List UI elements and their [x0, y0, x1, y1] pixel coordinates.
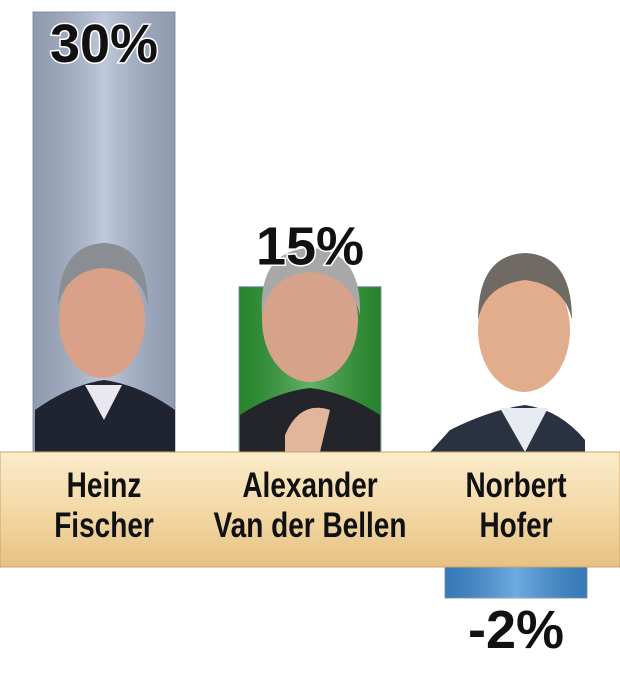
hair	[261, 248, 361, 315]
portrait	[240, 248, 380, 452]
hair	[58, 243, 148, 305]
shirt	[85, 385, 122, 420]
category-label: Heinz Fischer	[54, 465, 154, 545]
category-label: Norbert Hofer	[465, 465, 566, 545]
portrait	[430, 253, 585, 452]
name-band	[0, 451, 620, 568]
hair	[478, 253, 572, 320]
face	[59, 262, 145, 378]
face	[478, 268, 570, 392]
portrait	[35, 243, 175, 452]
shirt	[500, 408, 548, 452]
hand	[285, 407, 330, 452]
face	[262, 258, 358, 382]
value-label: 15%	[256, 217, 364, 277]
category-label: Alexander Van der Bellen	[214, 465, 407, 545]
portraits	[35, 243, 585, 452]
suit	[430, 405, 585, 452]
value-label: 30%	[50, 14, 158, 74]
value-label: -2%	[468, 600, 564, 660]
labels: 30% Heinz Fischer 15% Alexander Van der Belle…	[48, 13, 566, 662]
